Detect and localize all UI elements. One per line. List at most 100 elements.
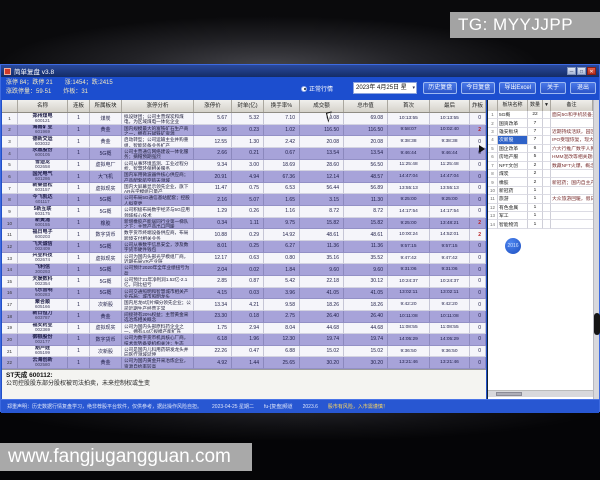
stock-name-cell: 德新交运 603032 — [18, 136, 68, 148]
sector-hscrollbar[interactable] — [488, 390, 593, 397]
about-button[interactable]: 关于 — [540, 82, 566, 94]
exit-button[interactable]: 退出 — [570, 82, 596, 94]
sort-icon[interactable]: ▼ — [543, 100, 551, 111]
col-analysis[interactable]: 涨停分析 — [122, 100, 194, 112]
col-last-seal[interactable]: 最后 — [430, 100, 470, 112]
analysis-cell: 公司积极布局数字经济与5G应用领域核心技术 — [122, 206, 194, 218]
sector-row-number: 5 — [488, 144, 498, 154]
row-number: 16 — [2, 287, 18, 300]
table-row[interactable]: 5 雪迪龙 002658 1 虚拟电厂 公司从事环境监测、工业过程分析，智慧环保相关服务 9… — [2, 159, 486, 172]
table-row[interactable]: 20 御银股份 002177 1 数字货币 公司为数字货币机具核心厂商，技术优势备受机构关… — [2, 334, 486, 346]
table-row[interactable]: 13 兴业科技 002674 1 虚拟现实 公司为国内头部光学模组厂商，近期布局VR产业链… — [2, 252, 486, 265]
table-row[interactable]: 6 国光电气 601286 1 大飞机 国内军用微波器件核心供应商；产品配套航空航天领域 2… — [2, 171, 486, 183]
table-row[interactable]: 12 飞天诚信 002409 1 5G概 公司从事数字信息安全，涉及数字货币硬件钱包 8.0… — [2, 241, 486, 253]
sector-row-number: 12 — [488, 203, 498, 213]
value-cell: 0 — [470, 310, 486, 323]
row-number: 12 — [2, 241, 18, 253]
analysis-cell: 公司预计2020年全年业绩扭亏为盈 — [122, 264, 194, 276]
value-cell: 10:00:24 — [388, 229, 430, 242]
title-bar[interactable]: 简单复盘 v3.8 ─ □ ✕ — [1, 65, 599, 77]
vertical-scrollbar[interactable] — [593, 100, 599, 399]
col-boards[interactable]: 连板 — [68, 100, 90, 112]
value-cell: 1.75 — [194, 322, 232, 335]
value-cell: 5.32 — [232, 113, 264, 125]
col-market-cap[interactable]: 总市值 — [344, 100, 388, 112]
minimize-button[interactable]: ─ — [567, 67, 576, 75]
sector-row[interactable]: 8 煤炭 2 — [488, 169, 593, 179]
stock-code: 002354 — [34, 280, 51, 286]
sector-row-number: 13 — [488, 212, 498, 221]
maximize-button[interactable]: □ — [577, 67, 586, 75]
sector-count: 2 — [528, 161, 543, 170]
table-row[interactable]: 18 新日恒力 603787 1 黄金 间接持有20%权益；主营黄金采选冶炼相关概念 23.… — [2, 310, 486, 323]
table-row[interactable]: 14 飞利信 300293 1 5G概 公司预计2020年全年业绩扭亏为盈 2.04 0.02… — [2, 264, 486, 276]
col-seal-amount[interactable]: 封单(亿) — [232, 100, 264, 112]
table-row[interactable]: 3 德新交运 603032 1 黄金 启动转型；公司运输主业并购重组，智能装备业务扩产 12… — [2, 136, 486, 148]
sector-row[interactable]: 12 有色金属 1 — [488, 203, 593, 213]
export-excel-button[interactable]: 导出Excel — [499, 82, 536, 94]
floating-badge[interactable]: 2016 — [505, 238, 521, 254]
sector-col-count[interactable]: 数量 — [528, 100, 543, 111]
row-number: 7 — [2, 182, 18, 195]
value-cell: 9:25:00 — [388, 194, 430, 207]
sector-col-name[interactable]: 板块名称 — [498, 100, 528, 111]
value-cell: 9:57:15 — [430, 241, 470, 253]
table-row[interactable]: 7 新莱智松 603157 1 虚拟现实 国内大屏幕显示领先企业，旗下AR光学模组已量产 1… — [2, 182, 486, 195]
sector-row[interactable]: 2 国资改革 7 — [488, 119, 593, 128]
sector-row[interactable]: 13 军工 1 — [488, 212, 593, 221]
table-row[interactable]: 22 云海创新 002580 1 黄金 公司为国内黄金开采冶炼企业，资源自给率较高 4.92… — [2, 357, 486, 370]
sector-col-note[interactable]: 备注 — [551, 100, 593, 111]
table-row[interactable]: 8 今飞凯达 601117 1 5G概 公司布局5G通信基站配套；控股人拟变更 2.16 5.… — [2, 194, 486, 207]
sector-row-number: 1 — [488, 111, 498, 120]
table-row[interactable]: 19 福安药业 002369 1 虚拟现实 公司为国内头部原料药企业之一，拥有4.6亿规模… — [2, 322, 486, 335]
boards-cell: 1 — [68, 264, 90, 276]
table-row[interactable]: 17 聚合顺 605166 1 次新股 国内尼龙6切片细分领先企业；公司近期生产经营正常 1… — [2, 299, 486, 311]
col-name[interactable]: 名称 — [18, 100, 68, 112]
value-cell: 14:47:04 — [430, 171, 470, 183]
table-row[interactable]: 11 福日电子 600203 1 数字货币 数字货币终端设备供应商，布局跨境支付相关业务 1… — [2, 229, 486, 242]
col-turnover[interactable]: 换手率% — [264, 100, 300, 112]
today-replay-button[interactable]: 今日复盘 — [461, 82, 496, 94]
table-row[interactable]: 10 新黄浦 600155 1 橡胶 新增橡胶产能居同行业第一梯队之下；主营产品出口回暖 0… — [2, 217, 486, 230]
analysis-cell: 国内规模最大的富铁矿石生产商之一，拥有石碌铁矿资源 — [122, 124, 194, 137]
table-row[interactable]: 4 永鼎股份 600105 1 5G概 公司主营通信网络建设一体化服务；摘帽预期强烈 2.6… — [2, 147, 486, 160]
value-cell: 13:55:13 — [388, 182, 430, 195]
date-picker[interactable]: 2023年 4月25日 星 ▾ — [353, 82, 417, 94]
sector-row[interactable]: 14 智能物流 1 — [488, 220, 593, 229]
table-row[interactable]: 9 5新互联 603175 1 5G概 公司积极布局数字经济与5G应用领域核心技术 1.29… — [2, 206, 486, 218]
value-cell: 0.67 — [264, 147, 300, 160]
col-limit-price[interactable]: 涨停价 — [194, 100, 232, 112]
table-row[interactable]: 15 天娱数科 002354 1 5G概 公司预计21年净利润1.52亿-2.1亿，同比扭… — [2, 275, 486, 288]
sector-row-number: 3 — [488, 127, 498, 137]
table-row[interactable]: 16 飞乐音响 600283 1 5G概 公司交通照明和智慧城市相关产业布局；城市照明龙头… — [2, 287, 486, 300]
sector-count: 1 — [528, 186, 543, 196]
vertical-scrollbar-thumb[interactable] — [594, 313, 600, 335]
col-volume[interactable]: 成交额 — [300, 100, 344, 112]
close-button[interactable]: ✕ — [587, 67, 596, 75]
table-row[interactable]: 2 海南矿业 601969 1 黄金 国内规模最大的富铁矿石生产商之一，拥有石碌铁矿资源 5… — [2, 124, 486, 137]
hscrollbar-thumb[interactable] — [496, 392, 522, 396]
market-mode-radio[interactable]: 正常行情 — [301, 84, 333, 93]
history-replay-button[interactable]: 历史复盘 — [423, 82, 458, 94]
col-break-count[interactable]: 炸板 — [470, 100, 486, 112]
table-row[interactable]: 1 郑州煤电 600121 1 煤炭 拟设财团；公司主营煤炭和煤电，为区域煤电一体化企业 5… — [2, 113, 486, 125]
table-row[interactable]: 21 葫芦娃 605199 1 次新股 公司是国内儿科用药研发龙头并向医疗领域延伸 22.2… — [2, 345, 486, 358]
value-cell: 4.92 — [194, 357, 232, 370]
col-sector[interactable]: 所属板块 — [90, 100, 122, 112]
col-index[interactable] — [2, 100, 18, 112]
sector-name: 有色金属 — [498, 203, 528, 213]
sector-row[interactable]: 10 新冠药 1 — [488, 186, 593, 196]
value-cell: 11.36 — [300, 241, 344, 253]
boards-cell: 1 — [68, 229, 90, 242]
row-number: 11 — [2, 229, 18, 242]
value-cell: 12.30 — [264, 334, 300, 346]
col-first-seal[interactable]: 首次 — [388, 100, 430, 112]
